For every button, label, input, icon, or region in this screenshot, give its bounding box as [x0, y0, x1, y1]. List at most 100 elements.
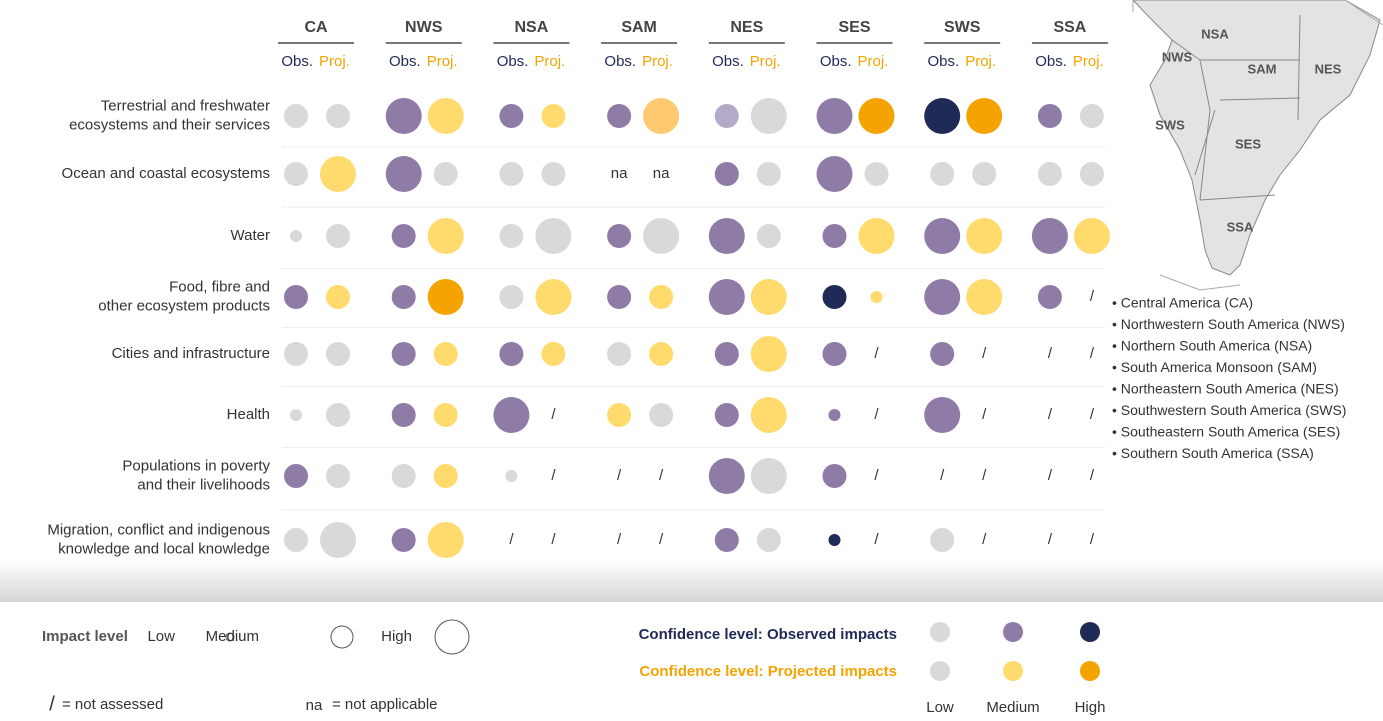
- cell-marker: /: [617, 467, 622, 484]
- impact-level: Medium: [206, 628, 259, 645]
- nap-text: = not applicable: [332, 696, 438, 713]
- impact-dot: [607, 342, 632, 366]
- impact-dot: [816, 156, 853, 192]
- region-header: SAM: [621, 19, 657, 36]
- impact-dot: [427, 279, 464, 315]
- cell-marker: /: [1090, 406, 1095, 423]
- impact-dot: [924, 397, 961, 433]
- impact-dot: [643, 98, 680, 134]
- obs-label: Obs.: [604, 53, 636, 70]
- row-label: Migration, conflict and indigenous: [47, 521, 270, 538]
- impact-dot: [391, 224, 416, 248]
- impact-dot: [607, 224, 632, 248]
- cell-marker: /: [1048, 345, 1053, 362]
- region-list-item: • Northwestern South America (NWS): [1112, 316, 1345, 332]
- impact-dot: [541, 162, 566, 186]
- cell-marker: /: [617, 531, 622, 548]
- row-label: Cities and infrastructure: [112, 345, 270, 362]
- impact-dot: [391, 464, 416, 488]
- na-text: = not assessed: [62, 696, 163, 713]
- impact-dot: [816, 98, 853, 134]
- impact-dot: [924, 218, 961, 254]
- impact-dot: [858, 98, 895, 134]
- impact-dot: [930, 528, 955, 552]
- impact-dot: [822, 342, 847, 366]
- impact-level: High: [381, 628, 412, 645]
- impact-dot: [391, 403, 416, 427]
- impact-dot: [499, 162, 524, 186]
- impact-dot: [864, 162, 889, 186]
- projected-swatch: [930, 661, 950, 681]
- impact-dot: [385, 98, 422, 134]
- nap-symbol: na: [306, 697, 323, 714]
- impact-dot: [966, 218, 1003, 254]
- cell-marker: /: [1090, 467, 1095, 484]
- impact-dot: [714, 104, 739, 128]
- impact-dot: [541, 342, 566, 366]
- impact-dot: [284, 285, 308, 309]
- impact-dot: [1079, 104, 1104, 128]
- region-header: NES: [730, 19, 763, 36]
- impact-dot: [649, 285, 674, 309]
- impact-dot: [750, 279, 787, 315]
- impact-dot: [643, 218, 680, 254]
- impact-dot: [284, 104, 308, 128]
- row-label: knowledge and local knowledge: [58, 540, 270, 557]
- map-label: SES: [1235, 136, 1261, 151]
- impact-dot: [966, 98, 1003, 134]
- impact-dot: [756, 224, 781, 248]
- impact-dot: [1079, 162, 1104, 186]
- obs-label: Obs.: [712, 53, 744, 70]
- projected-title: Confidence level: Projected impacts: [639, 663, 897, 680]
- impact-dot: [427, 218, 464, 254]
- proj-label: Proj.: [965, 53, 996, 70]
- impact-dot: [1037, 285, 1062, 309]
- impact-dot: [924, 279, 961, 315]
- cell-marker: /: [982, 467, 987, 484]
- impact-dot: [290, 409, 302, 421]
- row-label: Populations in poverty: [122, 457, 270, 474]
- obs-label: Obs.: [497, 53, 529, 70]
- impact-dot: [284, 528, 308, 552]
- impact-dot: [1073, 218, 1110, 254]
- impact-dot: [930, 342, 955, 366]
- impact-dot: [972, 162, 997, 186]
- cell-marker: /: [659, 467, 664, 484]
- impact-dot: [822, 464, 847, 488]
- row-label: Food, fibre and: [169, 278, 270, 295]
- map-label: NWS: [1162, 49, 1193, 64]
- impact-dot: [433, 464, 458, 488]
- impact-dot: [326, 403, 350, 427]
- impact-dot: [541, 104, 566, 128]
- impact-dot: [427, 98, 464, 134]
- impact-dot: [649, 403, 674, 427]
- projected-swatch: [1080, 661, 1100, 681]
- na-symbol: /: [49, 693, 55, 715]
- impact-dot: [535, 279, 572, 315]
- impact-dot: [858, 218, 895, 254]
- impact-dot: [750, 458, 787, 494]
- impact-dot: [607, 104, 632, 128]
- impact-dot: [391, 285, 416, 309]
- obs-label: Obs.: [281, 53, 313, 70]
- region-list-item: • Southern South America (SSA): [1112, 445, 1314, 461]
- cell-marker: /: [1048, 467, 1053, 484]
- map-label: SAM: [1248, 61, 1277, 76]
- observed-swatch: [1080, 622, 1100, 642]
- impact-dot: [708, 218, 745, 254]
- region-list-item: • Central America (CA): [1112, 295, 1253, 311]
- map-label: SSA: [1227, 219, 1254, 234]
- region-list-item: • Southwestern South America (SWS): [1112, 402, 1346, 418]
- proj-label: Proj.: [534, 53, 565, 70]
- impact-dot: [708, 458, 745, 494]
- impact-dot: [708, 279, 745, 315]
- region-list-item: • Southeastern South America (SES): [1112, 424, 1340, 440]
- impact-dot: [326, 104, 350, 128]
- impact-dot: [385, 156, 422, 192]
- impact-dot: [535, 218, 572, 254]
- cell-marker: /: [874, 531, 879, 548]
- cell-marker: /: [982, 531, 987, 548]
- impact-dot: [930, 162, 955, 186]
- cell-marker: /: [874, 406, 879, 423]
- impact-swatch: [330, 625, 354, 649]
